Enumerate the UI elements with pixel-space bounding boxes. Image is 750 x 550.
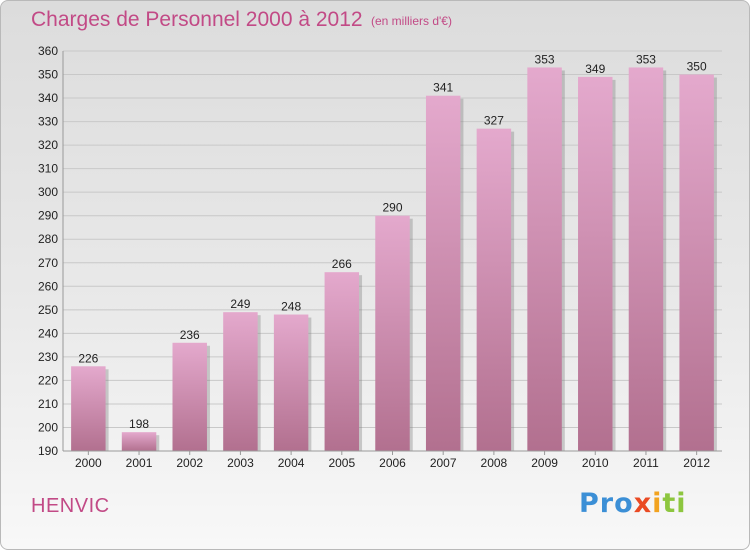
y-tick-label: 250 [38,303,58,317]
x-tick-label: 2000 [75,456,102,470]
x-tick-label: 2003 [227,456,254,470]
chart-subtitle: (en milliers d'€) [371,14,452,28]
data-label: 236 [180,328,200,342]
x-tick-label: 2007 [430,456,457,470]
y-tick-label: 290 [38,209,58,223]
logo-letter: i [652,488,663,519]
y-tick-label: 270 [38,256,58,270]
y-tick-label: 200 [38,420,58,434]
data-label: 249 [230,297,250,311]
y-tick-label: 260 [38,279,58,293]
y-tick-label: 240 [38,326,58,340]
x-tick-label: 2005 [328,456,355,470]
y-tick-label: 210 [38,397,58,411]
y-tick-label: 310 [38,162,58,176]
bar [375,215,410,451]
x-tick-label: 2001 [126,456,153,470]
bar [476,128,512,451]
x-tick-label: 2011 [633,456,659,470]
data-label: 248 [281,300,301,314]
bar [324,272,360,451]
y-tick-label: 330 [38,115,58,129]
bar [679,74,714,451]
data-label: 290 [382,201,402,215]
y-tick-label: 300 [38,185,58,199]
bar [172,342,207,451]
bar [578,76,613,451]
data-label: 341 [433,81,453,95]
y-tick-label: 320 [38,138,58,152]
x-tick-label: 2009 [531,456,558,470]
logo-letter: t [662,488,677,519]
chart-title: Charges de Personnel 2000 à 2012 [31,8,363,31]
x-tick-label: 2010 [582,456,609,470]
bar [527,67,562,452]
y-tick-label: 340 [38,91,58,105]
data-label: 350 [687,60,707,74]
bar [121,432,157,451]
data-label: 349 [585,62,605,76]
y-tick-label: 280 [38,232,58,246]
data-label: 353 [535,52,555,66]
proxiti-logo: Proxiti [579,488,687,519]
data-label: 266 [332,257,352,271]
data-label: 327 [484,114,504,128]
bar [223,312,258,451]
bar [273,314,309,451]
y-tick-label: 220 [38,373,58,387]
x-tick-label: 2004 [278,456,305,470]
y-tick-label: 230 [38,350,58,364]
data-label: 353 [636,52,656,66]
x-tick-label: 2006 [379,456,406,470]
logo-letter: i [676,488,687,519]
bar [71,366,106,451]
x-tick-label: 2002 [176,456,203,470]
bar [628,67,664,452]
y-tick-label: 190 [38,444,58,458]
logo-letter: o [614,488,634,519]
bar [425,95,461,452]
y-tick-label: 360 [38,44,58,58]
logo-letter: x [633,488,653,519]
data-label: 198 [129,417,149,431]
logo-letter: r [599,488,615,519]
y-tick-label: 350 [38,68,58,82]
x-tick-label: 2012 [683,456,710,470]
data-label: 226 [78,351,98,365]
commune-name: HENVIC [31,495,110,517]
logo-letter: P [579,488,600,519]
x-tick-label: 2008 [481,456,508,470]
